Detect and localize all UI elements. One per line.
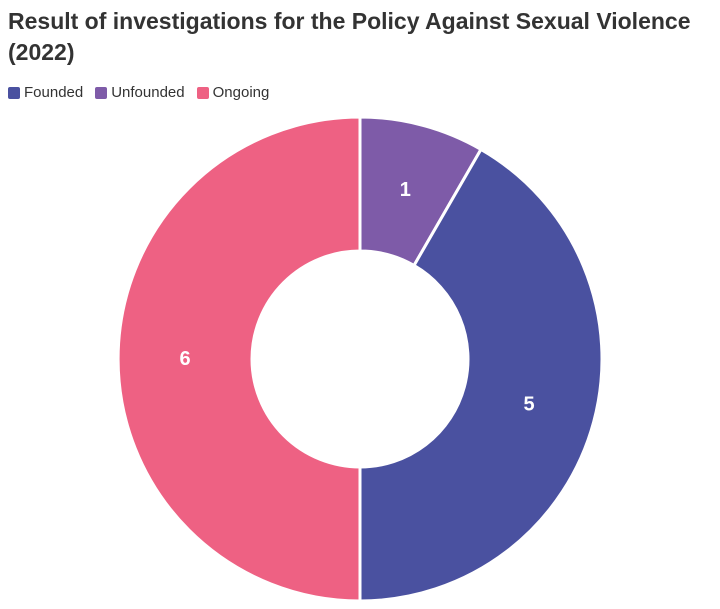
legend-swatch-ongoing [196, 86, 209, 99]
legend-item-unfounded[interactable]: Unfounded [95, 84, 185, 101]
slice-label-ongoing: 6 [179, 348, 190, 370]
slice-label-unfounded: 1 [400, 179, 411, 201]
slice-ongoing[interactable] [116, 115, 362, 603]
slice-founded[interactable] [358, 147, 604, 603]
legend-item-ongoing[interactable]: Ongoing [196, 84, 270, 101]
legend-label-ongoing: Ongoing [212, 84, 270, 101]
slices-group [116, 115, 604, 603]
chart-title: Result of investigations for the Policy … [8, 8, 691, 65]
legend-label-unfounded: Unfounded [111, 84, 185, 101]
legend-label-founded: Founded [24, 84, 84, 101]
chart-legend: Founded Unfounded Ongoing [8, 84, 269, 101]
legend-item-founded[interactable]: Founded [8, 84, 83, 101]
labels-group: 1 5 6 [179, 179, 534, 415]
slice-label-founded: 5 [523, 393, 534, 415]
legend-swatch-unfounded [95, 86, 108, 99]
legend-swatch-founded [8, 86, 20, 99]
